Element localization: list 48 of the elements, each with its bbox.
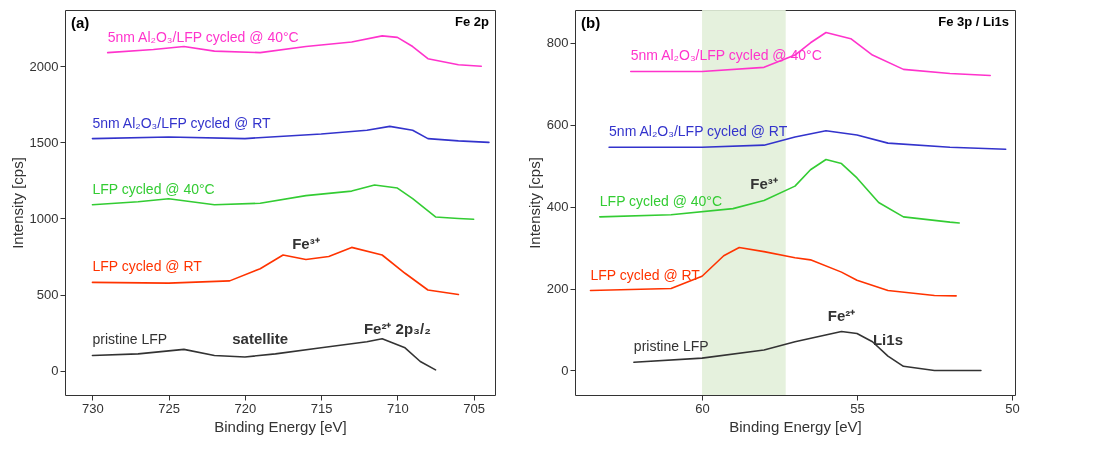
series-label: LFP cycled @ 40°C [92,180,215,197]
series-label: LFP cycled @ RT [590,266,701,283]
line-series [91,184,475,221]
x-tick-label: 705 [463,400,485,416]
x-tick-label: 50 [1005,400,1020,416]
x-tick-label: 710 [387,400,409,416]
x-tick-label: 55 [850,400,865,416]
x-tick-label: 60 [695,400,710,416]
x-tick-label: 730 [82,400,104,416]
line-series [633,330,982,372]
annotation: Fe²⁺ 2p₃/₂ [363,319,431,337]
y-axis-title: Intensity [cps] [8,157,26,249]
series-label: 5nm Al₂O₃/LFP cycled @ RT [92,114,272,131]
series-label: LFP cycled @ 40°C [599,192,723,209]
annotation: Fe³⁺ [292,234,320,252]
series-label: pristine LFP [633,338,709,355]
y-tick-label: 500 [36,287,59,303]
annotation: Fe 2p [455,14,490,29]
line-series [629,31,992,77]
x-tick-label: 720 [234,400,257,416]
chart-title: (b) [581,14,601,31]
annotation: Fe 3p / Li1s [938,14,1009,29]
y-tick-label: 400 [546,199,569,215]
line-series [589,246,957,297]
x-tick-label: 715 [310,400,333,416]
annotation: Fe²⁺ [827,306,856,324]
chart-title: (a) [71,14,90,31]
series-label: 5nm Al₂O₃/LFP cycled @ 40°C [107,28,299,45]
y-tick-label: 800 [546,35,569,51]
annotation: Fe³⁺ [750,175,778,193]
annotation: satellite [232,330,289,348]
y-tick-label: 1500 [29,134,59,150]
y-tick-label: 2000 [29,58,59,74]
series-label: 5nm Al₂O₃/LFP cycled @ 40°C [630,47,822,64]
y-tick-label: 1000 [29,210,59,226]
series-label: 5nm Al₂O₃/LFP cycled @ RT [609,123,788,140]
series-label: pristine LFP [92,331,168,348]
y-axis-title: Intensity [cps] [525,157,543,249]
x-axis-title: Binding Energy [eV] [729,417,862,435]
annotation: Li1s [872,331,903,349]
x-tick-label: 725 [158,400,181,416]
y-tick-label: 0 [561,362,569,378]
x-axis-title: Binding Energy [eV] [214,417,347,435]
y-tick-label: 0 [51,363,59,379]
y-tick-label: 600 [546,117,569,133]
line-series [598,158,961,224]
y-tick-label: 200 [546,281,569,297]
series-label: LFP cycled @ RT [92,258,203,275]
